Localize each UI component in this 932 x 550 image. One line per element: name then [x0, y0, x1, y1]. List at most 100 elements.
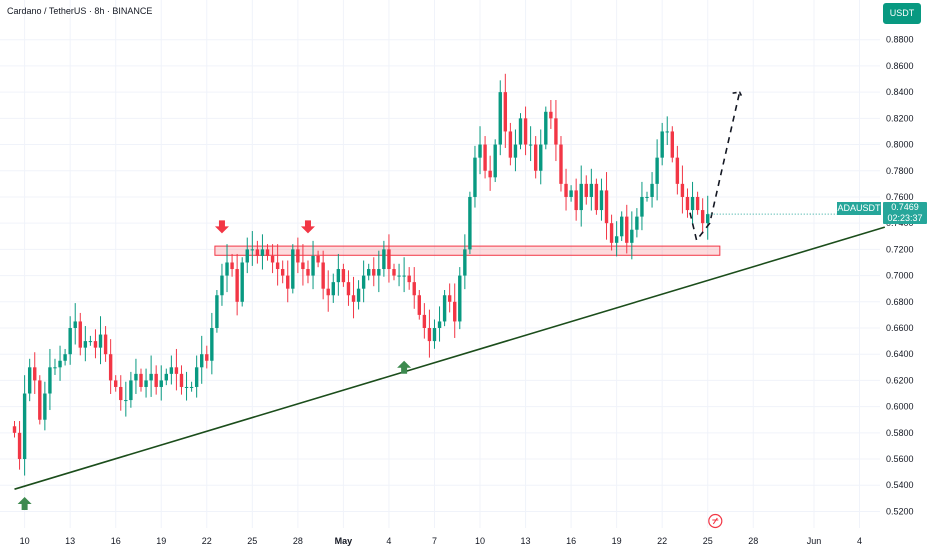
candle-body	[306, 269, 310, 276]
candle-body	[437, 321, 442, 328]
candle-body	[361, 275, 366, 289]
candle-body	[88, 341, 93, 343]
x-tick-label: May	[335, 536, 353, 546]
candle-body	[584, 183, 588, 197]
candle-body	[98, 334, 103, 348]
candle-body	[372, 269, 376, 276]
y-tick-label: 0.5800	[886, 428, 914, 438]
x-tick-label: 4	[386, 536, 391, 546]
x-tick-label: Jun	[807, 536, 822, 546]
x-tick-label: 28	[293, 536, 303, 546]
candle-body	[453, 301, 457, 322]
candle-body	[83, 341, 88, 348]
candle-body	[63, 354, 67, 361]
candle-body	[144, 380, 148, 387]
y-tick-label: 0.5400	[886, 480, 914, 490]
candle-body	[493, 144, 497, 178]
candle-body	[159, 380, 163, 387]
x-tick-label: 10	[475, 536, 485, 546]
candle-body	[280, 269, 285, 276]
candle-body	[640, 196, 644, 217]
candle-body	[316, 255, 320, 263]
candle-body	[645, 196, 649, 198]
candle-body	[17, 432, 22, 460]
up-arrow-icon	[397, 360, 412, 374]
candle-body	[706, 214, 710, 224]
candle-body	[194, 367, 199, 387]
candle-body	[609, 223, 614, 243]
candle-body	[407, 275, 411, 283]
candle-body	[27, 367, 32, 394]
down-arrow-icon	[300, 220, 315, 234]
candle-body	[33, 367, 37, 381]
candle-body	[12, 426, 17, 433]
y-tick-label: 0.6000	[886, 402, 914, 412]
candle-body	[129, 380, 133, 401]
candle-body	[483, 144, 487, 171]
candle-body	[291, 249, 295, 289]
candle-body	[432, 328, 437, 342]
candle-body	[650, 183, 654, 197]
candle-body	[554, 118, 558, 145]
x-tick-label: 19	[612, 536, 622, 546]
candle-body	[149, 373, 153, 381]
y-tick-label: 0.6200	[886, 375, 914, 385]
candle-body	[367, 269, 371, 276]
candle-body	[189, 386, 194, 388]
candle-body	[503, 92, 508, 132]
candle-body	[539, 144, 543, 171]
candle-body	[351, 295, 356, 302]
candle-body	[442, 295, 447, 322]
projection-path	[689, 91, 741, 243]
currency-button[interactable]: USDT	[883, 3, 921, 24]
candle-body	[625, 216, 629, 243]
candle-body	[230, 262, 234, 270]
candle-body	[139, 373, 143, 387]
candle-body	[488, 170, 492, 178]
candle-body	[240, 262, 244, 302]
y-tick-label: 0.7000	[886, 271, 914, 281]
candle-body	[478, 144, 482, 158]
candle-body	[341, 269, 346, 283]
candle-body	[392, 269, 396, 276]
x-tick-label: 25	[247, 536, 257, 546]
candle-body	[331, 282, 335, 296]
candle-body	[635, 216, 639, 230]
candle-body	[397, 275, 401, 277]
candle-body	[179, 373, 184, 387]
candle-body	[569, 190, 573, 197]
candle-body	[559, 144, 563, 184]
candle-body	[458, 275, 462, 322]
x-tick-label: 7	[432, 536, 437, 546]
candle-body	[533, 144, 538, 171]
candle-body	[660, 131, 664, 158]
candle-body	[518, 118, 523, 145]
candle-body	[336, 269, 341, 283]
candle-body	[255, 249, 260, 256]
candle-body	[286, 275, 290, 289]
candle-body	[270, 255, 275, 263]
candle-body	[250, 249, 255, 251]
candle-body	[68, 328, 72, 355]
x-tick-label: 22	[202, 536, 212, 546]
candle-body	[544, 111, 548, 145]
x-tick-label: 16	[566, 536, 576, 546]
y-tick-label: 0.8600	[886, 61, 914, 71]
candle-body	[43, 393, 47, 420]
candle-body	[73, 321, 77, 328]
candle-body	[205, 354, 209, 361]
candle-body	[468, 196, 472, 250]
candle-body	[225, 262, 229, 276]
candle-body	[422, 314, 427, 328]
candle-body	[103, 334, 108, 355]
x-tick-label: 4	[857, 536, 862, 546]
x-tick-label: 13	[65, 536, 75, 546]
candle-body	[134, 373, 138, 381]
candle-body	[412, 282, 416, 296]
candle-body	[114, 380, 118, 387]
candle-body	[301, 262, 305, 270]
candle-body	[700, 210, 705, 224]
x-tick-label: 28	[748, 536, 758, 546]
candle-body	[528, 144, 533, 146]
